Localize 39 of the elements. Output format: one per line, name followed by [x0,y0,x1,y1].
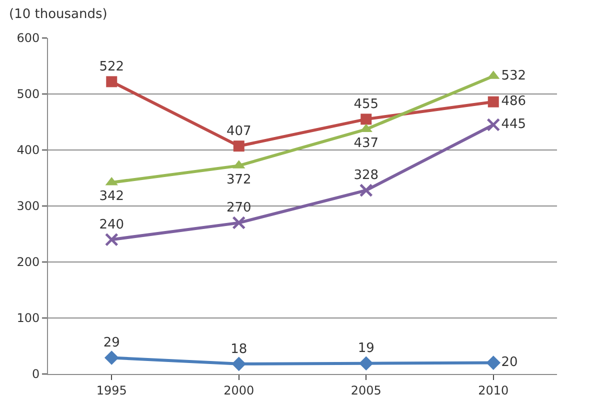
data-label: 522 [99,60,124,75]
point [488,96,499,108]
data-label: 372 [226,172,252,188]
y-tick-label: 200 [16,255,40,270]
data-label: 445 [501,117,526,132]
data-label: 240 [99,217,124,232]
y-tick-label: 300 [16,199,40,214]
point [486,356,501,370]
data-label: 19 [358,341,374,356]
y-axis-title: (10 thousands) [9,7,108,22]
x-tick-label: 2000 [224,383,254,398]
point [232,216,246,230]
y-tick-label: 400 [16,143,40,158]
point [358,356,374,371]
point [360,114,372,125]
data-label: 437 [354,136,379,151]
data-label: 532 [501,68,526,84]
data-label: 328 [354,168,379,184]
point [359,184,373,198]
point [106,76,118,88]
x-tick-label: 2005 [350,383,382,398]
data-label: 407 [226,124,252,139]
data-label: 455 [354,97,379,112]
data-label: 18 [230,342,248,357]
point [104,232,118,246]
data-label: 20 [501,355,518,370]
x-tick-label: 1995 [96,383,127,398]
point [233,140,244,152]
data-label: 29 [103,336,120,351]
y-tick-label: 100 [16,311,40,326]
y-tick-label: 600 [16,31,40,46]
data-label: 486 [501,94,526,110]
point [232,356,246,372]
point [104,350,119,365]
data-label: 342 [99,189,124,204]
point [486,118,500,132]
y-tick-label: 0 [32,367,40,382]
y-tick-label: 500 [16,87,40,102]
x-tick-label: 2010 [478,383,509,398]
